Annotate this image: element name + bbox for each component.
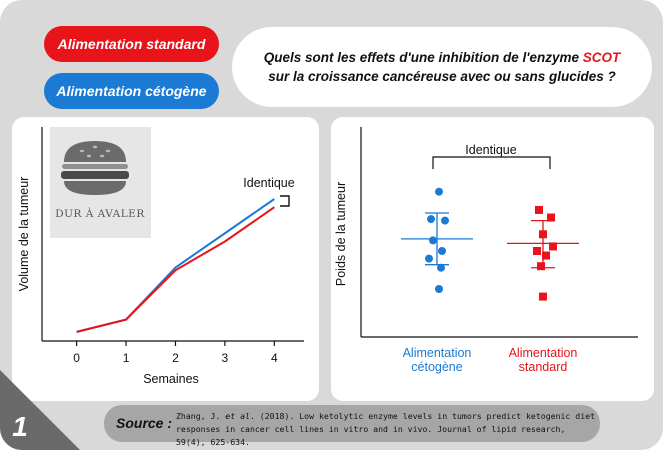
scatter-marks [401, 187, 579, 301]
source-ref-authors: Zhang, J. [176, 411, 226, 421]
x-tick-label: 0 [73, 351, 80, 365]
category-label-standard: Alimentation standard [509, 346, 578, 374]
data-point-keto [441, 216, 449, 225]
data-point-standard [549, 242, 557, 251]
x-tick-label: 2 [172, 351, 179, 365]
x-ticks: 0 1 2 3 4 [73, 341, 278, 365]
scatter-chart-panel: Poids de la tumeur Identique Alimentatio… [331, 117, 654, 401]
scatter-category-labels: Alimentation cétogène Alimentation standard [403, 346, 578, 374]
data-point-standard [537, 262, 545, 271]
identique-bracket-left [280, 195, 290, 207]
data-point-keto [427, 215, 435, 224]
question-highlight: SCOT [582, 50, 621, 65]
data-point-keto [437, 263, 445, 272]
data-point-keto [435, 187, 443, 196]
logo-text: DUR À AVALER [55, 206, 145, 220]
scatter-chart: Poids de la tumeur Identique Alimentatio… [334, 127, 638, 374]
source-reference: Zhang, J. et al. (2018). Low ketolytic e… [176, 410, 596, 449]
data-point-standard [547, 213, 555, 222]
logo: DUR À AVALER [50, 127, 151, 238]
data-point-standard [539, 292, 547, 301]
page-number-badge: 1 [0, 370, 80, 450]
question-line-2: sur la croissance cancéreuse avec ou san… [268, 69, 616, 84]
x-tick-label: 4 [271, 351, 278, 365]
data-point-standard [539, 230, 547, 239]
source-ref-title: . (2018). Low ketolytic enzyme levels in… [249, 411, 596, 421]
legend-pill-keto-label: Alimentation cétogène [56, 83, 207, 99]
y-axis-label: Volume de la tumeur [17, 177, 31, 292]
y-axis-label-right: Poids de la tumeur [334, 182, 348, 286]
category-label-keto: Alimentation cétogène [403, 346, 472, 374]
question-line-1: Quels sont les effets d'une inhibition d… [264, 48, 621, 67]
source-ref-line-2: responses in cancer cell lines in vitro … [176, 424, 566, 447]
legend-pill-keto: Alimentation cétogène [44, 73, 219, 109]
data-point-keto [438, 247, 446, 255]
data-point-standard [542, 251, 550, 260]
identique-annotation-right: Identique [465, 143, 516, 157]
data-point-keto [429, 236, 437, 245]
line-chart: DUR À AVALER 0 1 2 3 4 Semaines Volume de la… [17, 127, 304, 386]
source-label: Source : [116, 415, 173, 431]
series-line-standard [76, 206, 275, 333]
x-tick-label: 1 [123, 351, 130, 365]
page-number: 1 [12, 411, 28, 442]
source-citation: Source : Zhang, J. et al. (2018). Low ke… [104, 405, 600, 447]
data-point-keto [435, 285, 443, 293]
burger-icon [61, 141, 129, 195]
x-axis-label: Semaines [143, 372, 199, 386]
corner-triangle [0, 370, 80, 450]
identique-bracket-right [432, 156, 551, 169]
question-bubble: Quels sont les effets d'une inhibition d… [232, 27, 652, 107]
data-point-keto [425, 254, 433, 263]
x-tick-label: 3 [222, 351, 229, 365]
question-line-1-text: Quels sont les effets d'une inhibition d… [263, 50, 583, 65]
legend-pill-standard-label: Alimentation standard [57, 36, 206, 52]
line-chart-panel: DUR À AVALER 0 1 2 3 4 Semaines Volume de la… [12, 117, 319, 401]
source-ref-etal: et al [225, 411, 250, 421]
identique-annotation-left: Identique [243, 176, 294, 190]
data-point-standard [533, 247, 541, 255]
legend-pill-standard: Alimentation standard [44, 26, 219, 62]
data-point-standard [535, 205, 543, 214]
